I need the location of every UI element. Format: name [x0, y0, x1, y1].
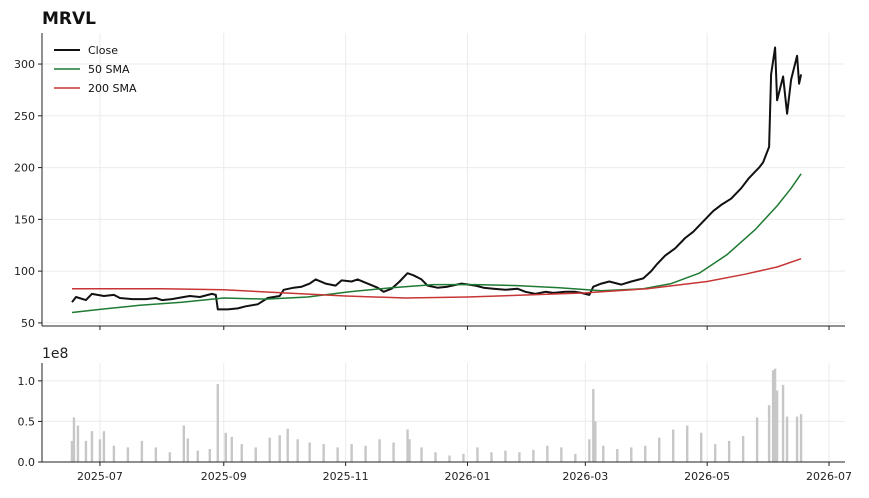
legend: Close 50 SMA 200 SMA: [54, 44, 137, 95]
xtick-label: 2025-11: [323, 470, 369, 483]
volume-bar: [448, 455, 451, 462]
xtick-label: 2026-03: [562, 470, 608, 483]
price-ytick-label: 200: [14, 162, 35, 175]
volume-bar: [574, 453, 577, 462]
volume-bar: [504, 450, 507, 462]
volume-bar: [560, 447, 563, 462]
volume-bar: [532, 449, 535, 462]
volume-bar: [84, 440, 88, 462]
volume-bar: [727, 440, 731, 462]
volume-bar: [98, 439, 102, 462]
volume-bar: [364, 445, 367, 462]
volume-bar: [518, 452, 521, 462]
volume-bar: [462, 453, 465, 462]
volume-bar: [154, 447, 158, 462]
volume-bar: [308, 442, 311, 462]
volume-bar: [240, 444, 243, 462]
volume-bar: [406, 429, 409, 462]
volume-bars: [70, 368, 803, 462]
volume-bar: [490, 452, 493, 462]
volume-bar: [771, 370, 775, 462]
volume-bar: [672, 429, 675, 462]
volume-bar: [296, 439, 299, 462]
volume-bar: [378, 439, 381, 462]
volume-bar: [594, 421, 597, 462]
volume-bar: [685, 425, 689, 462]
volume-bar: [434, 452, 437, 462]
volume-ytick-label: 0.5: [18, 415, 36, 428]
volume-bar: [592, 388, 595, 462]
volume-bar: [773, 368, 777, 462]
volume-bar: [785, 416, 789, 462]
volume-bar: [476, 447, 479, 462]
price-ytick-label: 50: [21, 317, 35, 330]
volume-bar: [546, 445, 549, 462]
volume-bar: [336, 447, 339, 462]
legend-label: 200 SMA: [88, 82, 137, 95]
xtick-label: 2025-07: [77, 470, 123, 483]
price-ytick-label: 100: [14, 265, 35, 278]
volume-bar: [268, 437, 271, 462]
volume-bar: [644, 445, 647, 462]
volume-bar: [286, 428, 289, 462]
volume-bar: [182, 425, 186, 462]
volume-bar: [713, 444, 717, 462]
volume-bar: [658, 437, 661, 462]
volume-bar: [90, 431, 94, 462]
volume-bar: [112, 445, 116, 462]
volume-bar: [350, 444, 353, 462]
volume-offset-text: 1e8: [42, 346, 68, 362]
chart-title: MRVL: [42, 9, 96, 29]
volume-bar: [216, 384, 219, 462]
volume-bar: [70, 440, 74, 462]
volume-bar: [602, 445, 605, 462]
xtick-label: 2026-01: [444, 470, 490, 483]
volume-bar: [781, 384, 785, 462]
volume-bar: [322, 444, 325, 462]
grid-lines: [42, 33, 845, 463]
volume-bar: [72, 417, 76, 462]
volume-bar: [196, 450, 200, 462]
volume-bar: [420, 447, 423, 462]
volume-bar: [278, 435, 281, 462]
volume-bar: [408, 439, 411, 462]
volume-bar: [186, 438, 190, 462]
legend-label: 50 SMA: [88, 63, 130, 76]
legend-label: Close: [88, 44, 118, 57]
xtick-label: 2026-05: [684, 470, 730, 483]
volume-bar: [392, 442, 395, 462]
volume-ytick-label: 0.0: [18, 456, 36, 469]
volume-bar: [799, 414, 803, 462]
volume-bar: [254, 447, 257, 462]
volume-bar: [630, 447, 633, 462]
volume-ytick-label: 1.0: [18, 375, 36, 388]
volume-bar: [76, 425, 80, 462]
volume-bar: [230, 436, 233, 462]
series-line-close: [71, 46, 803, 311]
volume-bar: [775, 390, 779, 462]
volume-bar: [795, 416, 799, 462]
volume-bar: [224, 432, 227, 462]
volume-bar: [767, 405, 771, 462]
price-ytick-label: 250: [14, 110, 35, 123]
volume-bar: [616, 449, 619, 462]
volume-bar: [168, 452, 172, 462]
volume-bar: [140, 440, 144, 462]
volume-bar: [102, 431, 106, 462]
volume-bar: [126, 447, 130, 462]
series-line-200-sma: [72, 257, 802, 299]
volume-bar: [699, 432, 703, 462]
volume-bar: [588, 439, 591, 462]
xtick-label: 2025-09: [201, 470, 247, 483]
price-ytick-label: 300: [14, 58, 35, 71]
volume-bar: [755, 417, 759, 462]
xtick-label: 2026-07: [806, 470, 852, 483]
price-ytick-label: 150: [14, 213, 35, 226]
volume-bar: [741, 436, 745, 462]
series-line-50-sma: [71, 173, 802, 314]
volume-bar: [208, 449, 211, 462]
